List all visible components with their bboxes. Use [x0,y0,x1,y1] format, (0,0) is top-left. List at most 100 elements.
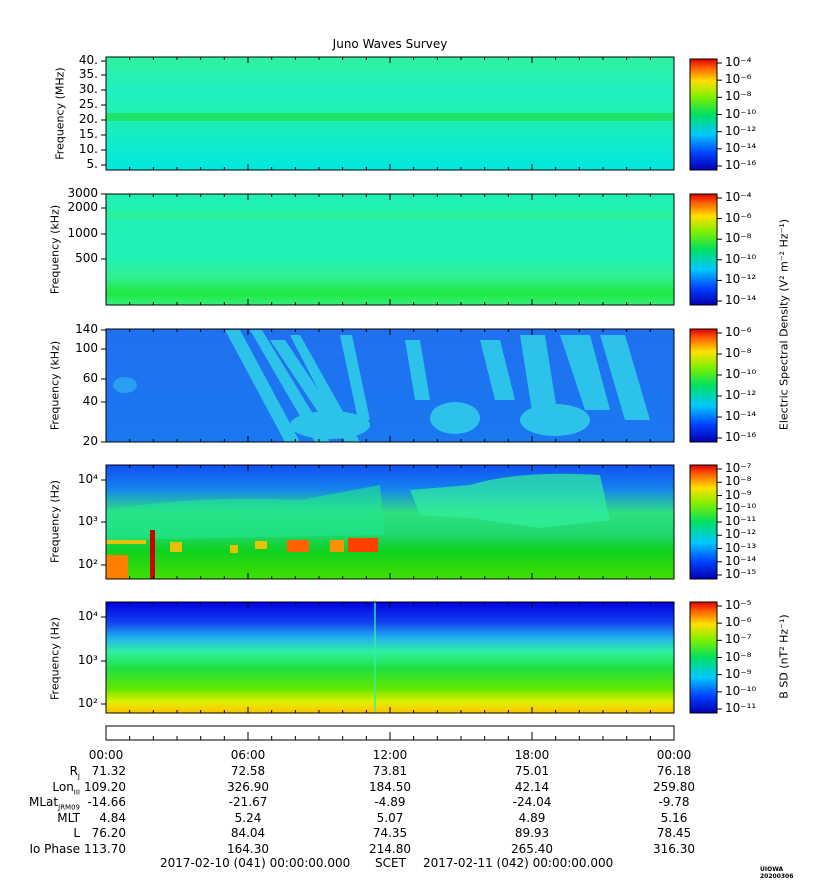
panel-4-ytick-label: 10³ [77,514,98,528]
ephemeris-label-subscript: III [73,787,80,796]
panel-2-colorbar-tick-label: 10⁻⁴ [725,190,752,204]
magnetic-colorbar-label: B SD (nT² Hz⁻¹) [777,614,791,699]
ephemeris-value: 76.20 [91,826,126,841]
ephemeris-value: 4.89 [518,810,546,825]
ephemeris-label-text: L [73,826,80,841]
panel-2-ytick-label: 3000 [67,186,98,200]
time-tick-label: 00:00 [656,748,692,762]
panel-4-colorbar-tick-label: 10⁻⁹ [725,487,752,502]
panel-4-ytick-label: 10⁴ [77,472,98,486]
time-tick-label: 12:00 [372,748,408,762]
panel-1-colorbar-tick-label: 10⁻⁸ [725,89,752,104]
panel-5-colorbar-tick-label: 10⁻⁹ [725,666,752,681]
panel-3-colorbar-tick-label: 10⁻⁶ [725,325,752,339]
panel-1-ytick-label: 25. [78,97,98,111]
ephemeris-value: 109.20 [84,779,126,794]
chart-title: Juno Waves Survey [332,37,448,51]
ephemeris-row-label: LonIII [0,780,80,796]
panel-4-colorbar-tick-label: 10⁻¹³ [725,540,757,555]
panel-3-ytick-label: 100 [75,341,98,355]
panel-2-ytick-label: 500 [75,251,98,265]
panel-4-colorbar-tick-label: 10⁻¹⁴ [725,553,757,568]
panel-1-ytick-label: 5. [86,157,98,171]
panel-3-colorbar-tick-label: 10⁻¹⁰ [725,367,757,381]
ephemeris-value: 71.32 [91,764,126,778]
panel-4-colorbar-tick-label: 10⁻¹¹ [725,514,757,528]
ephemeris-value: 265.40 [511,842,553,856]
ephemeris-value: 89.93 [514,826,550,841]
time-range-scet: SCET [375,856,406,870]
panel-3-ytick-label: 20 [82,434,98,448]
ephemeris-value: 74.35 [372,826,408,841]
panel-2-colorbar-tick-label: 10⁻⁸ [725,231,752,246]
panel-1-colorbar-tick-label: 10⁻⁶ [725,72,752,87]
ephemeris-value: -24.04 [512,795,552,810]
ephemeris-value: 75.01 [514,764,550,778]
axis-ticks [101,57,722,740]
panel-1-colorbar-tick-label: 10⁻¹⁴ [725,140,757,155]
ephemeris-label-subscript: J [77,772,80,781]
ephemeris-value: 113.70 [84,842,126,856]
ephemeris-label-text: R [69,764,78,778]
panel-2-ytick-label: 1000 [67,226,98,240]
panel-4-colorbar-tick-label: 10⁻¹⁵ [725,567,757,581]
ephemeris-value: 78.45 [656,826,692,841]
panel-2-colorbar-tick-label: 10⁻¹⁴ [725,293,757,307]
time-tick-label: 06:00 [230,748,266,762]
ephemeris-row-label: MLatJRM09 [0,795,80,811]
ephemeris-value: 76.18 [656,764,692,778]
panel-4-ytick-label: 10² [77,557,98,571]
panel-3-ytick-label: 60 [82,371,98,385]
ephemeris-value: 42.14 [514,779,550,794]
panel-3-colorbar-tick-label: 10⁻¹⁶ [725,430,757,444]
time-tick-label: 00:00 [88,748,124,762]
panel-1-ytick-label: 40. [78,53,98,67]
ephemeris-value: 326.90 [227,779,269,794]
panel-5-ytick-label: 10³ [77,653,98,667]
panel-5-colorbar-tick-label: 10⁻¹¹ [725,701,757,715]
panel-1-ytick-label: 15. [78,127,98,141]
ephemeris-value: 164.30 [227,842,269,856]
ephemeris-label-text: Io Phase [29,842,80,856]
ephemeris-value: 5.07 [376,810,404,825]
panel-2-colorbar-tick-label: 10⁻¹² [725,272,757,287]
panel-4-colorbar-tick-label: 10⁻¹⁰ [725,500,757,515]
ephemeris-value: 214.80 [369,842,411,856]
ephemeris-row-label: Io Phase [0,842,80,856]
ephemeris-value: -4.89 [374,795,406,810]
ephemeris-label-text: Lon [52,779,74,794]
panel-1-spectrogram [105,56,675,171]
ephemeris-value: 4.84 [99,810,126,825]
panel-5-ytick-label: 10² [77,696,98,710]
panel-1-colorbar-tick-label: 10⁻¹⁰ [725,106,757,121]
ephemeris-value: -14.66 [87,795,126,810]
panel-2-spectrogram [105,193,675,306]
ephemeris-value: 73.81 [372,764,408,778]
ephemeris-label-text: MLT [57,810,80,825]
ephemeris-value: 5.24 [234,810,262,825]
ephemeris-value: 184.50 [369,779,411,794]
panel-5-colorbar-tick-label: 10⁻⁵ [725,598,752,612]
panel-2-ytick-label: 2000 [67,200,98,214]
ephemeris-value: -21.67 [228,795,268,810]
panel-3-ytick-label: 140 [75,322,98,336]
ephemeris-value: 316.30 [653,842,695,856]
ephemeris-label-subscript: JRM09 [58,803,80,812]
panel-3-colorbar-tick-label: 10⁻¹² [725,388,757,402]
ephemeris-value: 72.58 [230,764,266,778]
ephemeris-value: 259.80 [653,779,695,794]
ephemeris-row-label: MLT [0,811,80,825]
panel-5-colorbar-tick-label: 10⁻⁸ [725,649,752,664]
time-range-end: 2017-02-11 (042) 00:00:00.000 [423,856,614,870]
panel-1-ytick-label: 10. [78,142,98,156]
panel-5-colorbar-tick-label: 10⁻⁶ [725,615,752,630]
panel-5-colorbar-tick-label: 10⁻⁷ [725,632,752,647]
panel-3-spectrogram [105,328,675,443]
ephemeris-label-text: MLat [29,795,59,810]
panel-4-colorbar-tick-label: 10⁻⁷ [725,461,752,475]
panel-1-colorbar-tick-label: 10⁻¹² [725,123,757,138]
credit-stamp: UIOWA 20200306 [760,866,794,880]
ephemeris-value: 84.04 [230,826,266,841]
panel-1-ytick-label: 30. [78,82,98,96]
